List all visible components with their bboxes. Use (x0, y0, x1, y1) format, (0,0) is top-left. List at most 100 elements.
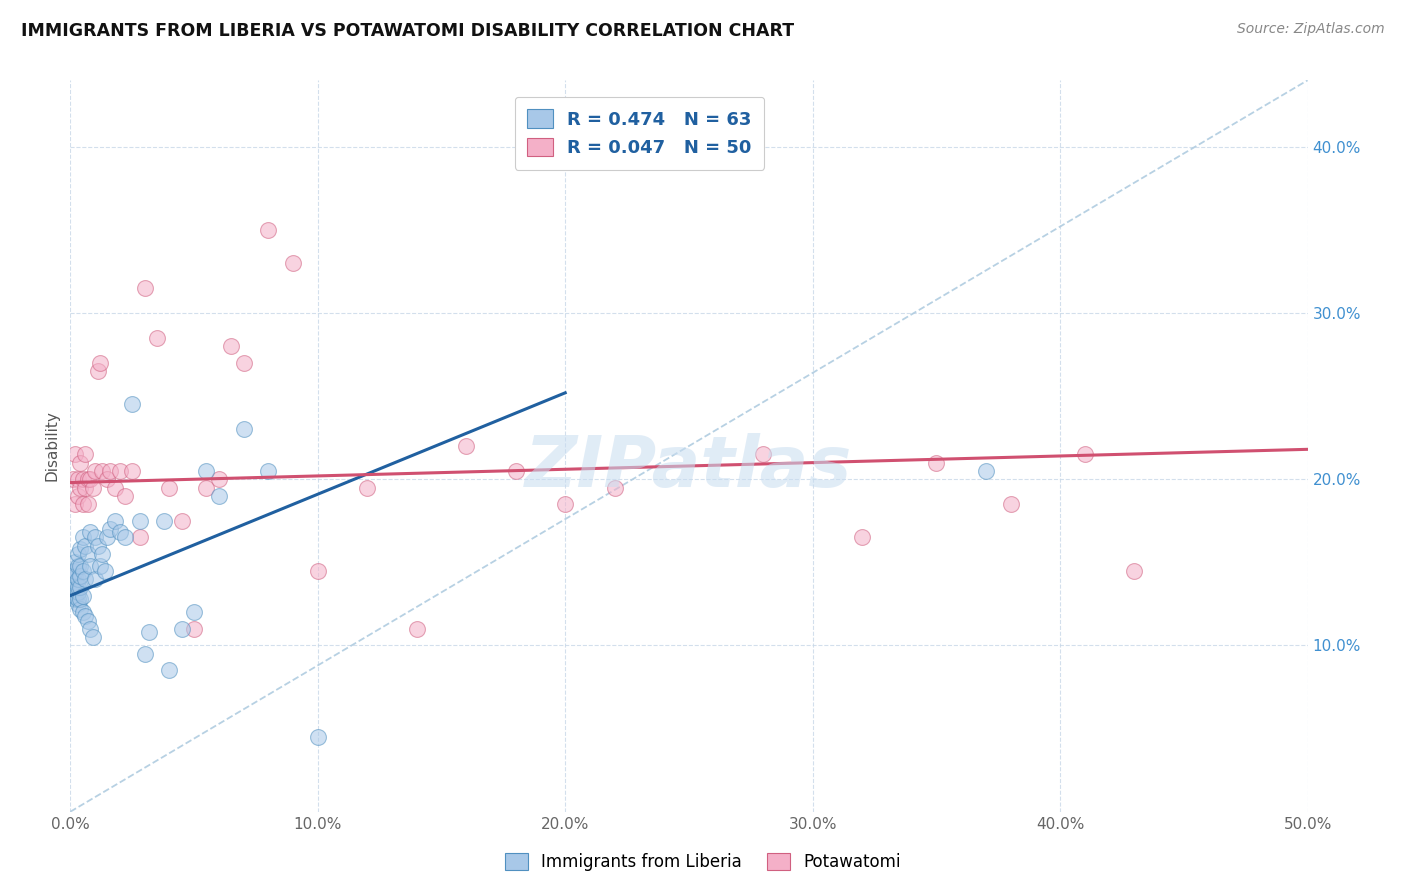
Point (72, 530, 94, 544)
Point (65, 589, 87, 603)
Point (69, 591, 91, 606)
Point (170, 622, 193, 636)
Point (121, 397, 143, 411)
Point (134, 647, 156, 661)
Point (65, 591, 87, 606)
Point (195, 464, 218, 478)
Point (603, 481, 626, 495)
Point (82, 481, 104, 495)
Point (128, 530, 150, 544)
Point (86, 539, 108, 553)
Point (62, 589, 84, 603)
Point (183, 605, 205, 619)
Point (91, 547, 114, 561)
Point (62, 472, 84, 486)
Point (76, 614, 98, 628)
Point (66, 547, 89, 561)
Point (1074, 447, 1097, 461)
Point (104, 481, 127, 495)
Point (851, 530, 873, 544)
Point (554, 497, 576, 511)
Point (157, 481, 180, 495)
Point (76, 472, 98, 486)
Point (456, 439, 478, 453)
Point (195, 481, 218, 495)
Point (98, 464, 121, 478)
Point (75, 608, 97, 623)
Point (138, 625, 160, 640)
Point (114, 530, 136, 544)
Text: IMMIGRANTS FROM LIBERIA VS POTAWATOMI DISABILITY CORRELATION CHART: IMMIGRANTS FROM LIBERIA VS POTAWATOMI DI… (21, 22, 794, 40)
Point (65, 497, 87, 511)
Point (96, 472, 118, 486)
Point (974, 464, 997, 478)
Point (128, 514, 150, 528)
Point (65, 568, 87, 582)
Point (75, 447, 97, 461)
Point (65, 575, 87, 590)
Point (69, 580, 91, 594)
Point (66, 580, 89, 594)
Point (505, 464, 527, 478)
Point (76, 547, 98, 561)
Legend: R = 0.474   N = 63, R = 0.047   N = 50: R = 0.474 N = 63, R = 0.047 N = 50 (515, 96, 763, 169)
Point (69, 558, 91, 573)
Point (76, 497, 98, 511)
Text: Source: ZipAtlas.com: Source: ZipAtlas.com (1237, 22, 1385, 37)
Point (62, 580, 84, 594)
Point (208, 489, 231, 503)
Point (79, 622, 101, 636)
Point (925, 456, 948, 470)
Point (134, 281, 156, 295)
Point (62, 585, 84, 599)
Legend: Immigrants from Liberia, Potawatomi: Immigrants from Liberia, Potawatomi (496, 845, 910, 880)
Y-axis label: Disability: Disability (44, 410, 59, 482)
Point (69, 481, 91, 495)
Point (65, 447, 87, 461)
Point (84, 572, 107, 586)
Point (66, 489, 89, 503)
Point (79, 558, 101, 573)
Point (219, 339, 242, 353)
Point (1123, 564, 1146, 578)
Point (75, 539, 97, 553)
Point (69, 456, 91, 470)
Point (153, 514, 176, 528)
Point (281, 256, 304, 270)
Point (91, 464, 114, 478)
Point (69, 602, 91, 616)
Point (82, 630, 104, 644)
Point (1000, 497, 1022, 511)
Point (183, 622, 205, 636)
Point (157, 664, 180, 678)
Point (356, 481, 378, 495)
Point (86, 364, 108, 378)
Point (405, 622, 427, 636)
Point (170, 514, 193, 528)
Point (104, 514, 127, 528)
Point (121, 464, 143, 478)
Point (89, 356, 111, 370)
Point (69, 568, 91, 582)
Point (307, 564, 329, 578)
Point (66, 591, 89, 606)
Point (752, 447, 775, 461)
Point (79, 525, 101, 540)
Point (96, 530, 118, 544)
Text: ZIPatlas: ZIPatlas (526, 434, 852, 502)
Point (84, 530, 107, 544)
Point (146, 331, 169, 345)
Point (94, 564, 117, 578)
Point (72, 497, 94, 511)
Point (72, 605, 94, 619)
Point (62, 564, 84, 578)
Point (232, 422, 254, 436)
Point (69, 542, 91, 557)
Point (65, 580, 87, 594)
Point (257, 223, 280, 237)
Point (66, 558, 89, 573)
Point (66, 472, 89, 486)
Point (65, 555, 87, 569)
Point (72, 589, 94, 603)
Point (62, 572, 84, 586)
